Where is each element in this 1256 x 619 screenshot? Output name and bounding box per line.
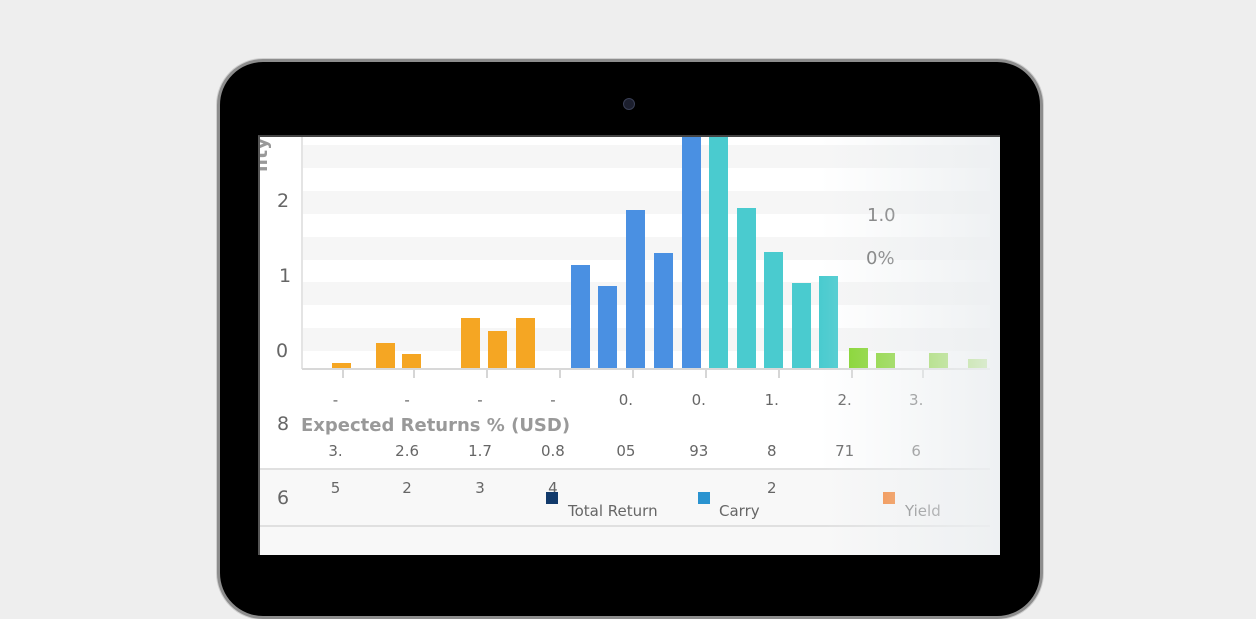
- x-tick: [922, 370, 925, 378]
- x-tick-label: 0.: [691, 391, 706, 409]
- x-tick-label: 3: [475, 479, 485, 497]
- bar[interactable]: [597, 286, 617, 368]
- bar[interactable]: [516, 318, 536, 368]
- grid-band: [302, 237, 990, 260]
- x-tick-label: 0.: [618, 391, 634, 409]
- legend-swatch-carry: [698, 492, 710, 504]
- x-tick-label: -: [477, 391, 483, 409]
- bar[interactable]: [709, 137, 729, 368]
- legend-swatch-total-return: [546, 492, 558, 504]
- legend-label-yield[interactable]: Yield: [905, 502, 941, 520]
- x-tick-label: -: [332, 391, 339, 409]
- bar[interactable]: [764, 252, 784, 368]
- x-tick-label: -: [550, 391, 556, 409]
- bar[interactable]: [332, 363, 352, 368]
- x-tick-label: 93: [689, 442, 709, 460]
- x-tick-label: 8: [766, 442, 777, 460]
- divider: [260, 468, 990, 470]
- bar[interactable]: [402, 354, 422, 368]
- bar[interactable]: [875, 353, 895, 368]
- x-tick-label: 1.7: [468, 442, 492, 460]
- x-tick: [558, 370, 561, 378]
- annotation: 1.0: [867, 205, 896, 226]
- grid-band: [302, 191, 990, 214]
- x-tick-label: 0.8: [540, 442, 565, 460]
- x-tick: [850, 370, 853, 378]
- bar[interactable]: [736, 208, 756, 368]
- row-label: 8: [277, 413, 290, 435]
- x-tick-label: 1.: [764, 391, 779, 409]
- x-tick-label: 71: [835, 442, 855, 460]
- legend-label-carry[interactable]: Carry: [719, 502, 760, 520]
- bar[interactable]: [791, 283, 811, 368]
- x-tick-label: 6: [911, 442, 921, 460]
- bar[interactable]: [967, 359, 987, 368]
- bar[interactable]: [849, 348, 869, 368]
- y-tick-label: 0: [276, 340, 289, 362]
- bar[interactable]: [681, 137, 701, 368]
- x-tick-label: 2: [766, 479, 777, 497]
- grid-band: [302, 145, 990, 168]
- x-tick: [777, 370, 780, 378]
- bar[interactable]: [626, 210, 646, 368]
- x-tick: [631, 370, 634, 378]
- y-axis-line: [301, 137, 303, 369]
- x-tick: [704, 370, 707, 378]
- x-tick-label: 2.: [837, 391, 852, 409]
- y-axis-title: lity %: [258, 137, 272, 172]
- x-tick-label: 3.: [328, 442, 343, 460]
- x-tick: [486, 370, 488, 378]
- y-tick-label: 1: [279, 265, 292, 287]
- bar[interactable]: [819, 276, 839, 368]
- x-tick-label: -: [404, 391, 410, 409]
- x-tick-label: 5: [330, 479, 341, 497]
- divider: [260, 525, 990, 527]
- chart-screen: lity % 2 1 0 1.0 0% 8 6 Expected Returns…: [258, 135, 1000, 555]
- grid-band: [302, 328, 990, 351]
- camera-icon: [623, 98, 635, 110]
- grid-band: [302, 282, 990, 305]
- x-axis-title: Expected Returns % (USD): [301, 415, 571, 436]
- annotation: 0%: [866, 248, 895, 269]
- bar[interactable]: [571, 265, 591, 368]
- x-axis-line: [302, 368, 990, 370]
- x-tick: [341, 370, 344, 378]
- x-tick-label: 3.: [909, 391, 924, 409]
- row-label: 6: [277, 487, 290, 509]
- bar[interactable]: [929, 353, 949, 368]
- bar[interactable]: [654, 253, 673, 368]
- y-tick-label: 2: [277, 190, 290, 212]
- legend-label-total-return[interactable]: Total Return: [568, 502, 658, 520]
- x-tick-label: 2: [402, 479, 412, 497]
- bar[interactable]: [376, 343, 396, 368]
- x-tick-label: 2.6: [395, 442, 420, 460]
- x-tick-label: 05: [616, 442, 636, 460]
- bar[interactable]: [461, 318, 481, 368]
- x-tick: [413, 370, 416, 378]
- bar[interactable]: [487, 331, 507, 368]
- legend-swatch-yield: [883, 492, 895, 504]
- x-tick-label: 4: [548, 479, 558, 497]
